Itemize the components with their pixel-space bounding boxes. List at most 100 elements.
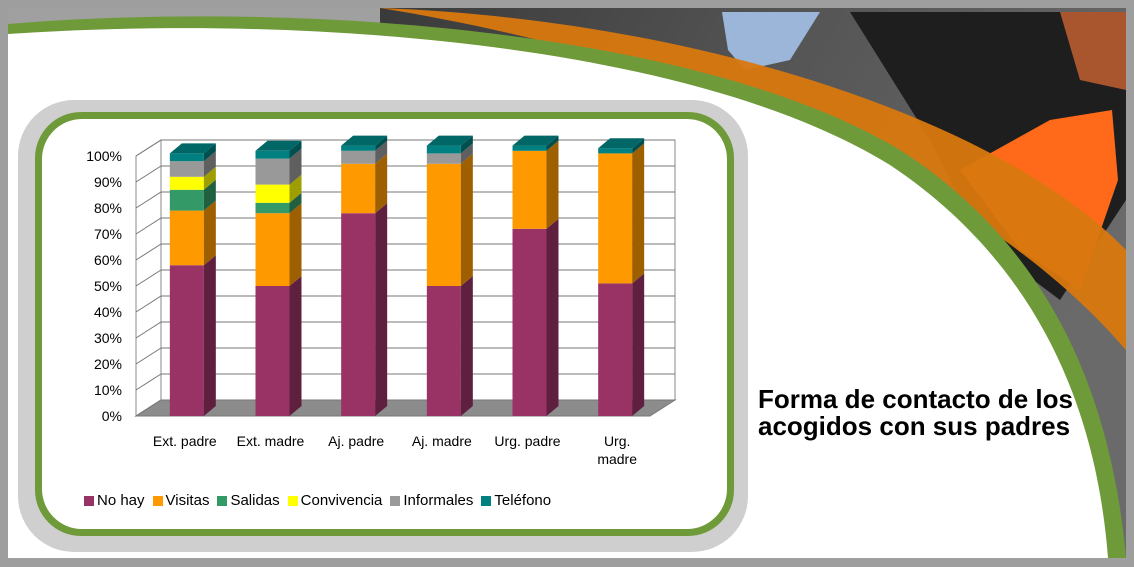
legend-item: Teléfono — [481, 492, 551, 509]
legend-label: No hay — [97, 492, 145, 509]
bar-segment — [341, 145, 376, 151]
slide-title: Forma de contacto de los acogidos con su… — [758, 384, 1073, 441]
legend-swatch — [287, 495, 298, 506]
bar-segment-side — [289, 148, 302, 185]
gridline — [135, 191, 675, 209]
bar-segment-side — [375, 135, 388, 151]
bar-segment — [341, 213, 376, 416]
y-tick-label: 40% — [94, 304, 122, 320]
legend-item: Convivencia — [287, 492, 382, 509]
gridline — [135, 399, 675, 417]
person-face — [1060, 12, 1126, 90]
bar-segment — [426, 163, 461, 286]
legend-label: Informales — [403, 492, 474, 509]
gridline — [135, 269, 675, 287]
y-tick-label: 20% — [94, 356, 122, 372]
orange-swoosh — [380, 8, 1126, 350]
x-tick-label: Aj. padre — [328, 433, 384, 449]
legend-item: Visitas — [152, 492, 210, 509]
bar-segment-side — [632, 273, 645, 416]
legend-swatch — [217, 495, 228, 506]
bar-segment-side — [203, 200, 216, 266]
bar-segment-side — [546, 218, 559, 416]
bar-segment-side — [203, 255, 216, 416]
bar-segment-side — [289, 174, 302, 203]
y-tick-label: 10% — [94, 382, 122, 398]
bar-segment — [169, 265, 204, 416]
bar-segment-side — [632, 138, 645, 154]
legend-item: Salidas — [217, 492, 280, 509]
bar-segment — [512, 150, 547, 229]
bar-segment-side — [289, 192, 302, 214]
legend-swatch — [152, 495, 163, 506]
bar-segment — [598, 153, 633, 284]
bar-segment-side — [203, 143, 216, 162]
bar-segment-side — [460, 276, 473, 416]
bar-segment-side — [460, 143, 473, 164]
bar-segment — [426, 286, 461, 416]
bar-segment-side — [375, 140, 388, 164]
x-tick-label: Ext. madre — [237, 433, 305, 449]
bar-segment — [255, 158, 290, 185]
legend-swatch — [390, 495, 401, 506]
bar-segment — [341, 150, 376, 164]
bar-segment-side — [375, 153, 388, 214]
bar-top — [598, 138, 645, 149]
bar-segment — [169, 153, 204, 162]
bar-segment — [255, 184, 290, 203]
y-tick-label: 70% — [94, 226, 122, 242]
legend-item: No hay — [84, 492, 145, 509]
bar-segment — [169, 161, 204, 177]
y-tick-label: 90% — [94, 174, 122, 190]
bar-segment-side — [289, 203, 302, 286]
bar-top — [341, 135, 388, 146]
gridline — [135, 373, 675, 391]
bar-segment-side — [289, 276, 302, 416]
legend-item: Informales — [390, 492, 473, 509]
stacked-bar-chart: 0% 10% 20% 30% 40% 50% 60% 70% 80% 90% 100% Ext. p… — [86, 135, 677, 467]
gridline — [135, 243, 675, 261]
bar-segment — [341, 163, 376, 214]
legend-label: Visitas — [165, 492, 210, 509]
bar-segment-side — [203, 166, 216, 190]
bar-segment-side — [546, 135, 559, 151]
bar-segment-side — [375, 203, 388, 416]
legend-swatch — [481, 495, 492, 506]
bar-segment — [255, 202, 290, 214]
bar-segment — [255, 150, 290, 159]
bar-segment — [169, 176, 204, 190]
legend-swatch — [84, 495, 94, 506]
bar-segment-side — [632, 143, 645, 284]
y-tick-label: 50% — [94, 278, 122, 294]
bar-segment — [169, 189, 204, 211]
gridline — [135, 139, 675, 157]
bar-segment — [598, 148, 633, 154]
gridline — [135, 165, 675, 183]
legend-label: Salidas — [230, 492, 280, 509]
bar-top — [255, 140, 302, 151]
bar-segment — [512, 228, 547, 416]
bar-segment — [169, 210, 204, 266]
x-tick-label: Ext. padre — [153, 433, 217, 449]
x-tick-label: Urg. madre — [597, 433, 637, 467]
bar-segment-side — [546, 140, 559, 229]
gridline — [135, 347, 675, 365]
gridline — [135, 295, 675, 313]
chart-legend: No hay Visitas Salidas Convivencia Informale… — [84, 492, 551, 509]
bar-segment — [426, 145, 461, 154]
x-tick-label: Urg. padre — [494, 433, 560, 449]
bar-top — [426, 135, 473, 146]
x-tick-label: Aj. madre — [412, 433, 472, 449]
person-jeans — [722, 12, 820, 70]
bar-segment — [598, 283, 633, 416]
bar-segment-side — [460, 153, 473, 286]
chart-floor — [134, 399, 677, 417]
bar-segment-side — [203, 151, 216, 177]
bar-segment — [512, 145, 547, 151]
bar-top — [512, 135, 559, 146]
y-tick-label: 100% — [86, 148, 122, 164]
gridline — [135, 321, 675, 339]
y-tick-label: 60% — [94, 252, 122, 268]
y-tick-label: 30% — [94, 330, 122, 346]
y-tick-label: 80% — [94, 200, 122, 216]
